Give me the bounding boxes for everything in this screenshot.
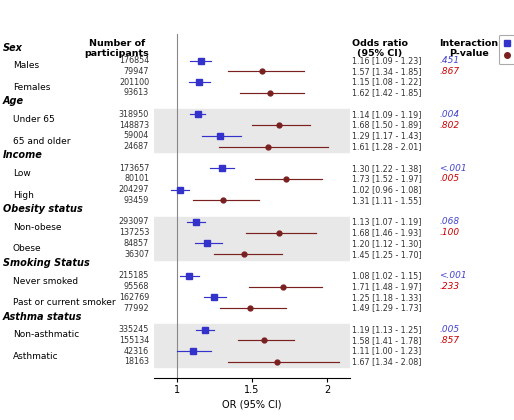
Text: 1.67 [1.34 - 2.08]: 1.67 [1.34 - 2.08]: [352, 357, 421, 366]
Text: <.001: <.001: [439, 164, 467, 173]
Text: 79947: 79947: [123, 67, 149, 76]
Text: Number of
participants: Number of participants: [84, 39, 149, 58]
Text: .100: .100: [439, 228, 460, 237]
Text: 77992: 77992: [123, 304, 149, 312]
Text: 204297: 204297: [119, 185, 149, 194]
Text: 24687: 24687: [124, 142, 149, 151]
Text: 1.08 [1.02 - 1.15]: 1.08 [1.02 - 1.15]: [352, 271, 421, 280]
Text: 18163: 18163: [124, 357, 149, 366]
Bar: [154, 109, 350, 152]
Text: 1.45 [1.25 - 1.70]: 1.45 [1.25 - 1.70]: [352, 250, 422, 259]
Legend: Wheeze, Shortness of breath: Wheeze, Shortness of breath: [499, 35, 514, 64]
Text: Obesity status: Obesity status: [3, 204, 82, 214]
Text: 293097: 293097: [119, 218, 149, 226]
Bar: [154, 324, 350, 367]
Text: 65 and older: 65 and older: [13, 137, 70, 146]
Text: .451: .451: [439, 56, 460, 65]
Text: 1.25 [1.18 - 1.33]: 1.25 [1.18 - 1.33]: [352, 293, 421, 302]
Text: 1.29 [1.17 - 1.43]: 1.29 [1.17 - 1.43]: [352, 131, 421, 140]
Text: 1.13 [1.07 - 1.19]: 1.13 [1.07 - 1.19]: [352, 218, 421, 226]
Text: 176854: 176854: [119, 56, 149, 65]
Text: Non-asthmatic: Non-asthmatic: [13, 331, 79, 339]
Text: 318950: 318950: [119, 110, 149, 119]
Text: Under 65: Under 65: [13, 115, 54, 124]
Text: Obese: Obese: [13, 244, 42, 253]
Text: Females: Females: [13, 83, 50, 92]
Text: 84857: 84857: [124, 239, 149, 248]
Text: High: High: [13, 191, 34, 200]
Text: .802: .802: [439, 121, 460, 130]
Text: 1.57 [1.34 - 1.85]: 1.57 [1.34 - 1.85]: [352, 67, 421, 76]
Text: 42316: 42316: [124, 346, 149, 356]
Text: 155134: 155134: [119, 336, 149, 345]
Text: 1.15 [1.08 - 1.22]: 1.15 [1.08 - 1.22]: [352, 78, 421, 87]
Text: 201100: 201100: [119, 78, 149, 87]
Text: 1.02 [0.96 - 1.08]: 1.02 [0.96 - 1.08]: [352, 185, 421, 194]
Text: Odds ratio
(95% CI): Odds ratio (95% CI): [352, 39, 408, 58]
Text: 1.11 [1.00 - 1.23]: 1.11 [1.00 - 1.23]: [352, 346, 421, 356]
Text: 80101: 80101: [124, 174, 149, 184]
Text: Age: Age: [3, 97, 24, 106]
Text: .005: .005: [439, 325, 460, 334]
Text: 1.31 [1.11 - 1.55]: 1.31 [1.11 - 1.55]: [352, 196, 421, 205]
Text: 1.62 [1.42 - 1.85]: 1.62 [1.42 - 1.85]: [352, 88, 421, 97]
Text: 1.58 [1.41 - 1.78]: 1.58 [1.41 - 1.78]: [352, 336, 421, 345]
Text: Income: Income: [3, 150, 43, 160]
Text: 36307: 36307: [124, 250, 149, 259]
Text: 1.73 [1.52 - 1.97]: 1.73 [1.52 - 1.97]: [352, 174, 422, 184]
Text: .068: .068: [439, 218, 460, 226]
Text: .233: .233: [439, 282, 460, 291]
Text: 137253: 137253: [119, 228, 149, 237]
Text: 1.19 [1.13 - 1.25]: 1.19 [1.13 - 1.25]: [352, 325, 421, 334]
Text: 215185: 215185: [119, 271, 149, 280]
Text: .004: .004: [439, 110, 460, 119]
Bar: [154, 217, 350, 260]
Text: 95568: 95568: [124, 282, 149, 291]
Text: Asthmatic: Asthmatic: [13, 352, 59, 361]
Text: .005: .005: [439, 174, 460, 184]
Text: 148873: 148873: [119, 121, 149, 130]
Text: 1.68 [1.50 - 1.89]: 1.68 [1.50 - 1.89]: [352, 121, 421, 130]
Text: .867: .867: [439, 67, 460, 76]
Text: 1.16 [1.09 - 1.23]: 1.16 [1.09 - 1.23]: [352, 56, 421, 65]
Text: Never smoked: Never smoked: [13, 277, 78, 286]
Text: Sex: Sex: [3, 42, 23, 52]
Text: 335245: 335245: [119, 325, 149, 334]
Text: 1.30 [1.22 - 1.38]: 1.30 [1.22 - 1.38]: [352, 164, 421, 173]
Text: 93613: 93613: [124, 88, 149, 97]
X-axis label: OR (95% CI): OR (95% CI): [222, 399, 282, 409]
Text: 1.14 [1.09 - 1.19]: 1.14 [1.09 - 1.19]: [352, 110, 421, 119]
Text: 1.71 [1.48 - 1.97]: 1.71 [1.48 - 1.97]: [352, 282, 421, 291]
Text: 1.61 [1.28 - 2.01]: 1.61 [1.28 - 2.01]: [352, 142, 421, 151]
Text: 173657: 173657: [119, 164, 149, 173]
Text: Low: Low: [13, 169, 31, 178]
Text: 93459: 93459: [124, 196, 149, 205]
Text: .857: .857: [439, 336, 460, 345]
Text: Males: Males: [13, 61, 39, 71]
Text: 162769: 162769: [119, 293, 149, 302]
Text: 1.20 [1.12 - 1.30]: 1.20 [1.12 - 1.30]: [352, 239, 421, 248]
Text: 1.49 [1.29 - 1.73]: 1.49 [1.29 - 1.73]: [352, 304, 422, 312]
Text: Interaction
P-value: Interaction P-value: [439, 39, 499, 58]
Text: Non-obese: Non-obese: [13, 223, 61, 232]
Text: Smoking Status: Smoking Status: [3, 258, 89, 268]
Text: Asthma status: Asthma status: [3, 312, 82, 322]
Text: Past or current smoker: Past or current smoker: [13, 298, 116, 307]
Text: 59004: 59004: [124, 131, 149, 140]
Text: 1.68 [1.46 - 1.93]: 1.68 [1.46 - 1.93]: [352, 228, 421, 237]
Text: <.001: <.001: [439, 271, 467, 280]
